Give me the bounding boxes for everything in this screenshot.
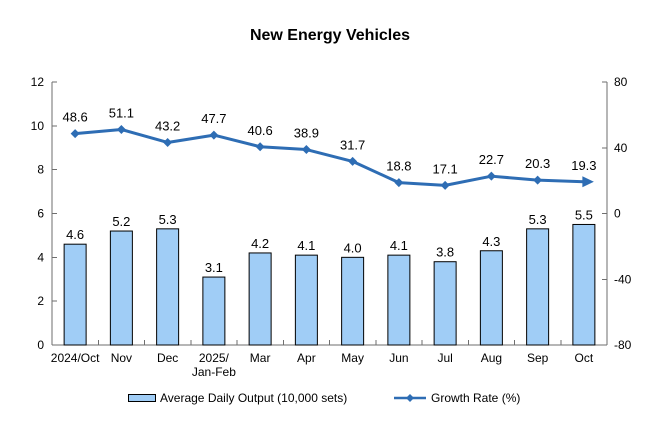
bar bbox=[156, 228, 180, 346]
x-axis-category-label: Jul bbox=[437, 351, 452, 365]
growth-value-label: 40.6 bbox=[247, 123, 272, 138]
bar-value-label: 4.6 bbox=[66, 227, 84, 242]
growth-line bbox=[74, 128, 584, 187]
growth-point-marker bbox=[163, 137, 173, 147]
x-axis-category-label: Apr bbox=[297, 351, 316, 365]
right-axis-tick-label: 0 bbox=[614, 207, 621, 221]
left-axis-tick-label: 6 bbox=[37, 207, 44, 221]
legend-item-growth-rate: Growth Rate (%) bbox=[393, 391, 520, 405]
bar-series-swatch-icon bbox=[128, 394, 156, 402]
bar-value-label: 4.0 bbox=[344, 240, 362, 255]
bar-value-label: 5.3 bbox=[159, 212, 177, 227]
growth-point-marker bbox=[70, 129, 80, 139]
growth-point-marker bbox=[301, 145, 311, 155]
right-axis-tick-label: -40 bbox=[614, 272, 632, 286]
x-axis-category-label: Aug bbox=[481, 351, 502, 365]
bar bbox=[433, 261, 457, 346]
x-axis-category-label: Nov bbox=[111, 351, 132, 365]
bar-value-label: 4.3 bbox=[482, 234, 500, 249]
right-axis-tick-label: -80 bbox=[614, 338, 632, 352]
growth-point-marker bbox=[116, 125, 126, 135]
growth-value-label: 17.1 bbox=[432, 161, 457, 176]
bar bbox=[63, 243, 87, 346]
bar bbox=[109, 230, 133, 346]
bar bbox=[248, 252, 272, 346]
bar-value-label: 4.1 bbox=[390, 238, 408, 253]
legend-label-line: Growth Rate (%) bbox=[431, 391, 521, 405]
growth-value-label: 38.9 bbox=[294, 126, 319, 141]
growth-value-label: 31.7 bbox=[340, 137, 365, 152]
bar-value-label: 3.1 bbox=[205, 260, 223, 275]
x-axis-category-label: 2025/ bbox=[199, 351, 230, 365]
left-axis-tick-label: 10 bbox=[31, 119, 45, 133]
growth-point-marker bbox=[348, 156, 358, 166]
growth-point-marker bbox=[486, 171, 496, 181]
right-axis-tick-label: 40 bbox=[614, 141, 628, 155]
x-axis-category-label: 2024/Oct bbox=[51, 351, 100, 365]
left-axis-tick-label: 0 bbox=[37, 338, 44, 352]
bar-value-label: 4.2 bbox=[251, 236, 269, 251]
x-axis-category-label: Sep bbox=[527, 351, 549, 365]
left-axis-tick-label: 12 bbox=[31, 75, 45, 89]
bar bbox=[479, 250, 503, 346]
left-axis-tick-label: 8 bbox=[37, 163, 44, 177]
bar-value-label: 3.8 bbox=[436, 245, 454, 260]
growth-value-label: 51.1 bbox=[109, 106, 134, 121]
growth-value-label: 48.6 bbox=[62, 110, 87, 125]
legend-item-average-daily-output: Average Daily Output (10,000 sets) bbox=[128, 391, 347, 405]
line-end-arrow-icon bbox=[582, 176, 594, 188]
x-axis-category-label: Jan-Feb bbox=[192, 365, 236, 379]
growth-value-label: 22.7 bbox=[479, 152, 504, 167]
growth-value-label: 43.2 bbox=[155, 118, 180, 133]
growth-point-marker bbox=[394, 178, 404, 188]
x-axis-category-label: Jun bbox=[389, 351, 408, 365]
line-series-marker-icon bbox=[394, 394, 426, 402]
right-axis-tick-label: 80 bbox=[614, 75, 628, 89]
x-axis-category-label: Oct bbox=[575, 351, 594, 365]
bar-value-label: 5.2 bbox=[112, 214, 130, 229]
growth-value-label: 19.3 bbox=[571, 158, 596, 173]
growth-value-label: 47.7 bbox=[201, 111, 226, 126]
growth-point-marker bbox=[533, 175, 543, 185]
bar bbox=[202, 276, 226, 346]
bar-value-label: 4.1 bbox=[297, 238, 315, 253]
x-axis-category-label: Mar bbox=[250, 351, 271, 365]
growth-value-label: 18.8 bbox=[386, 159, 411, 174]
bar bbox=[294, 254, 318, 346]
growth-point-marker bbox=[255, 142, 265, 152]
left-axis-tick-label: 2 bbox=[37, 294, 44, 308]
bar bbox=[387, 254, 411, 346]
legend-label-bars: Average Daily Output (10,000 sets) bbox=[160, 391, 348, 405]
bar bbox=[341, 256, 365, 346]
bar bbox=[526, 228, 550, 346]
bar bbox=[572, 223, 596, 346]
x-axis-category-label: May bbox=[341, 351, 364, 365]
growth-point-marker bbox=[440, 180, 450, 190]
x-axis-category-label: Dec bbox=[157, 351, 178, 365]
bar-value-label: 5.3 bbox=[529, 212, 547, 227]
left-axis-tick-label: 4 bbox=[37, 250, 44, 264]
growth-point-marker bbox=[209, 130, 219, 140]
growth-value-label: 20.3 bbox=[525, 156, 550, 171]
bar-value-label: 5.5 bbox=[575, 207, 593, 222]
chart-title: New Energy Vehicles bbox=[249, 27, 411, 44]
